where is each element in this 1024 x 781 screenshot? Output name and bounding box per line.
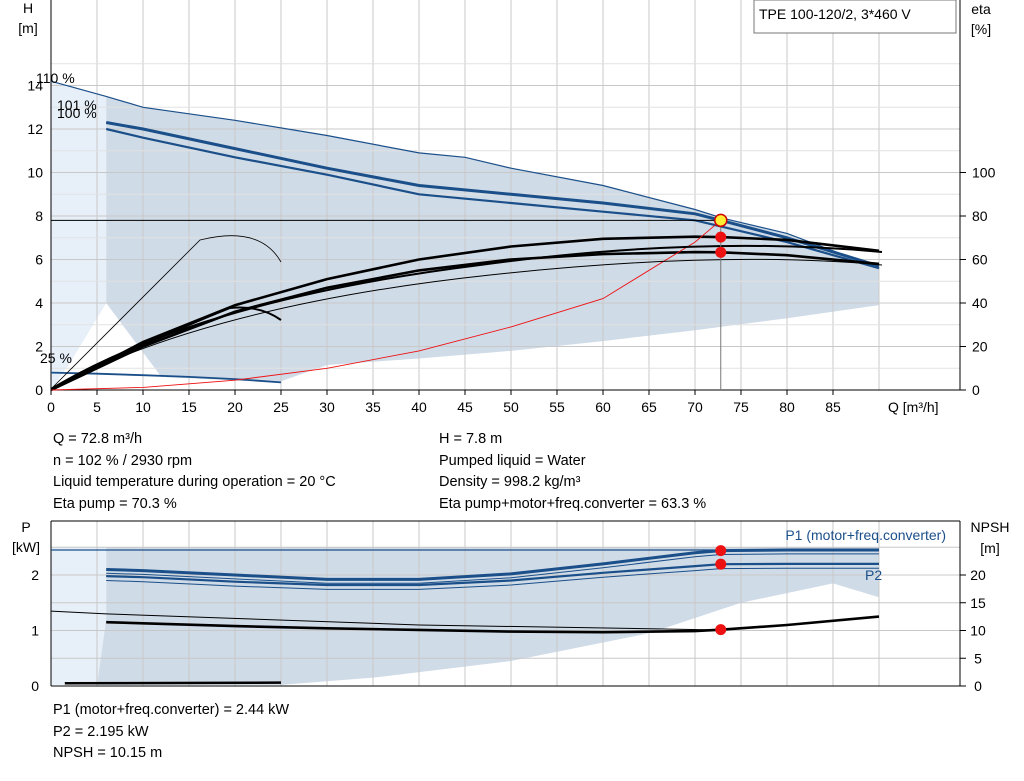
power-info: P1 (motor+freq.converter) = 2.44 kW P2 =… [53, 700, 289, 765]
x-tick-label: 55 [549, 399, 565, 415]
y-tick-label-right: 15 [970, 595, 986, 611]
speed-label-25: 25 % [40, 350, 72, 366]
y-tick-label-right: 40 [972, 295, 988, 311]
efficiency-curve [50, 235, 282, 390]
y-axis-label-right: eta [971, 1, 991, 17]
series-label-p2: P2 [865, 567, 882, 583]
density: Density = 998.2 kg/m³ [439, 474, 581, 490]
y-axis-unit-left: [m] [18, 20, 37, 36]
x-tick-label: 15 [181, 399, 197, 415]
tick-labels: 0 5 10 15 20 25 30 35 40 45 50 55 60 65 70 75 80 85 0 2 4 6 8 1… [27, 78, 995, 416]
x-tick-label: 25 [273, 399, 289, 415]
y-tick-label-right: 20 [972, 339, 988, 355]
pumped-liquid: Pumped liquid = Water [439, 452, 586, 469]
y-tick-label-left: 4 [35, 295, 43, 311]
speed-value: n = 102 % / 2930 rpm [53, 452, 193, 469]
y-tick-label-right: 20 [970, 567, 986, 583]
y-tick-label-left: 8 [35, 208, 43, 224]
x-tick-label: 75 [733, 399, 749, 415]
eta-total: Eta pump+motor+freq.converter = 63.3 % [439, 495, 707, 512]
y-axis-unit-right: [%] [971, 21, 991, 37]
y-tick-label-right: 0 [974, 678, 982, 694]
series-line [50, 250, 880, 392]
liquid-temperature: Liquid temperature during operation = 20… [53, 474, 336, 490]
duty-point-npsh [715, 624, 727, 636]
head-value: H = 7.8 m [439, 431, 503, 447]
eta-pump: Eta pump = 70.3 % [53, 495, 177, 512]
x-tick-label: 70 [687, 399, 703, 415]
series-line-npsh [106, 615, 880, 634]
p2-value: P2 = 2.195 kW [53, 723, 149, 740]
y-tick-label-right: 0 [972, 382, 980, 398]
y-axis-label-left: H [23, 0, 33, 16]
light-region [51, 81, 107, 391]
operating-range-band [97, 547, 879, 685]
x-tick-label: 45 [457, 399, 473, 415]
y-tick-label-left: 1 [31, 623, 39, 639]
duty-point-eta-total [715, 246, 727, 258]
x-tick-label: 5 [93, 399, 101, 415]
operating-info-right: H = 7.8 m Pumped liquid = Water Density … [439, 429, 706, 515]
y-tick-label-left: 6 [35, 252, 43, 268]
x-tick-label: 30 [319, 399, 335, 415]
y-axis-unit-right: [m] [980, 540, 999, 556]
low-speed-power-line [64, 681, 282, 685]
x-tick-label: 50 [503, 399, 519, 415]
x-tick-label: 35 [365, 399, 381, 415]
y-tick-label-left: 0 [31, 678, 39, 694]
duty-point-p2 [715, 558, 727, 570]
x-tick-label: 0 [47, 399, 55, 415]
speed-label-100: 100 % [57, 105, 97, 121]
y-tick-label-right: 5 [974, 650, 982, 666]
y-tick-label-left: 0 [35, 382, 43, 398]
y-tick-label-left: 2 [31, 567, 39, 583]
y-tick-label-right: 60 [972, 252, 988, 268]
y-tick-label-right: 100 [972, 165, 996, 181]
series-label-p1: P1 (motor+freq.converter) [785, 527, 946, 543]
series-line-p1-alt [106, 553, 879, 584]
x-tick-label: 20 [227, 399, 243, 415]
series-line [105, 127, 880, 270]
x-tick-label: 10 [135, 399, 151, 415]
speed-label-101: 101 % [57, 97, 97, 113]
x-tick-label: 85 [825, 399, 841, 415]
y-axis-unit-left: [kW] [12, 539, 40, 555]
x-axis-label: Q [m³/h] [888, 399, 939, 415]
curves [50, 80, 883, 392]
y-tick-label-right: 10 [970, 623, 986, 639]
y-axis-label-left: P [21, 519, 30, 535]
p1-value: P1 (motor+freq.converter) = 2.44 kW [53, 702, 290, 718]
efficiency-curve [50, 258, 883, 390]
x-tick-label: 65 [641, 399, 657, 415]
operating-info-left: Q = 72.8 m³/h n = 102 % / 2930 rpm Liqui… [53, 429, 336, 515]
npsh-value: NPSH = 10.15 m [53, 745, 163, 761]
y-tick-label-left: 10 [27, 165, 43, 181]
curves [50, 545, 880, 685]
duty-point-head [714, 213, 728, 228]
duty-point-p1 [715, 545, 727, 557]
light-region [51, 547, 107, 685]
x-tick-label: 40 [411, 399, 427, 415]
efficiency-curve [50, 244, 883, 390]
npsh-line-alt [50, 610, 721, 631]
speed-label-110: 110 % [36, 70, 75, 86]
x-tick-label: 60 [595, 399, 611, 415]
chart-title: TPE 100-120/2, 3*460 V [759, 6, 911, 22]
series-line [105, 121, 880, 268]
top-chart: 0 5 10 15 20 25 30 35 40 45 50 55 60 65 70 75 80 85 0 2 4 6 8 1… [18, 0, 996, 416]
y-tick-label-left: 12 [27, 121, 43, 137]
x-tick-label: 80 [779, 399, 795, 415]
title-box [753, 0, 957, 34]
y-tick-label-right: 80 [972, 208, 988, 224]
y-tick-label-left: 14 [27, 78, 43, 94]
duty-point-eta-pump [715, 231, 727, 243]
y-tick-label-left: 2 [35, 339, 43, 355]
series-line-p2 [106, 562, 879, 587]
y-axis-label-right: NPSH [971, 519, 1010, 535]
series-line-p2-alt [106, 567, 879, 590]
flow-value: Q = 72.8 m³/h [53, 431, 143, 447]
